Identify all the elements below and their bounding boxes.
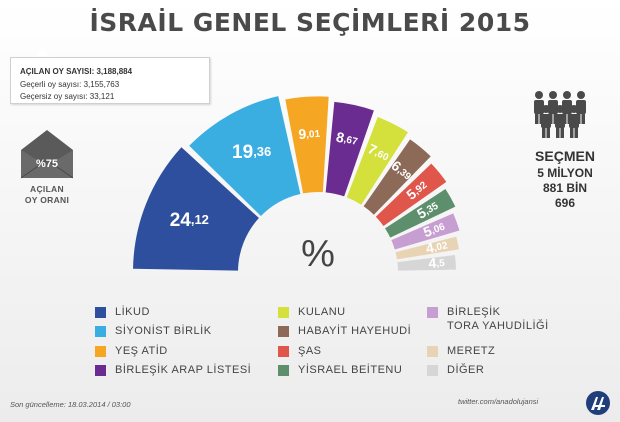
- slice-label-9: 5,06: [421, 217, 447, 240]
- twitter-handle-text: twitter.com/anadolujansi: [458, 397, 539, 406]
- slice-8: [385, 189, 456, 238]
- slice-label-1: 24,12: [170, 210, 209, 231]
- slice-7: [375, 163, 447, 227]
- slice-label-dec-4: ,67: [343, 134, 359, 148]
- slice-5: [346, 116, 408, 205]
- voters-thousands: 881 BİN: [542, 181, 588, 195]
- turnout-label-line1: AÇILAN: [30, 184, 64, 194]
- vote-stats-box: AÇILAN OY SAYISI: 3,188,884 Geçerli oy s…: [10, 57, 210, 104]
- page-title: İSRAİL GENEL SEÇİMLERİ 2015: [89, 8, 531, 37]
- opened-votes-text: AÇILAN OY SAYISI: 3,188,884: [20, 67, 133, 76]
- slice-label-dec-3: ,01: [306, 128, 321, 140]
- envelope-icon: [21, 130, 73, 179]
- stats-box-pointer: [36, 49, 50, 57]
- turnout-percent: %75: [35, 158, 59, 170]
- slice-label-11: 4,5: [428, 254, 446, 271]
- slice-3: [285, 96, 329, 194]
- slice-2: [189, 96, 301, 217]
- slice-label-int-1: 24: [170, 210, 192, 231]
- voters-label: SEÇMEN: [535, 148, 595, 164]
- slice-label-int-4: 8: [335, 128, 346, 145]
- center-percent-symbol: %: [301, 233, 335, 275]
- slice-label-dec-9: ,06: [430, 221, 447, 236]
- invalid-votes-text: Geçersiz oy sayısı: 33,121: [20, 92, 115, 101]
- slice-9: [391, 213, 460, 250]
- slice-10: [395, 236, 459, 260]
- slice-11: [397, 254, 456, 271]
- voters-millions: 5 MİLYON: [537, 166, 593, 180]
- turnout-panel: %75 AÇILAN OY ORANI: [18, 128, 78, 218]
- turnout-label-line2: OY ORANI: [24, 195, 70, 205]
- slice-label-int-11: 4: [428, 254, 437, 271]
- slice-label-10: 4,02: [424, 236, 449, 256]
- slice-label-dec-11: ,5: [436, 258, 446, 270]
- people-group-icon: [534, 91, 586, 138]
- voters-units: 696: [554, 196, 576, 210]
- valid-votes-text: Geçerli oy sayısı: 3,155,763: [20, 80, 120, 89]
- slice-label-dec-2: ,36: [253, 145, 271, 160]
- slice-6: [363, 139, 431, 215]
- slice-label-int-3: 9: [298, 125, 307, 141]
- slice-1: [133, 147, 259, 271]
- slice-label-int-10: 4: [424, 239, 435, 256]
- slice-label-int-2: 19: [232, 142, 253, 163]
- anadolu-agency-logo: [586, 391, 610, 415]
- voters-panel: SEÇMEN 5 MİLYON 881 BİN 696: [521, 90, 616, 230]
- last-updated-text: Son güncelleme: 18.03.2014 / 03:00: [10, 400, 131, 409]
- slice-label-dec-10: ,02: [433, 240, 449, 254]
- slice-label-2: 19,36: [232, 142, 271, 163]
- slice-label-dec-1: ,12: [191, 212, 209, 227]
- slice-4: [325, 101, 374, 197]
- slice-label-4: 8,67: [335, 128, 360, 148]
- slice-label-3: 9,01: [298, 124, 321, 141]
